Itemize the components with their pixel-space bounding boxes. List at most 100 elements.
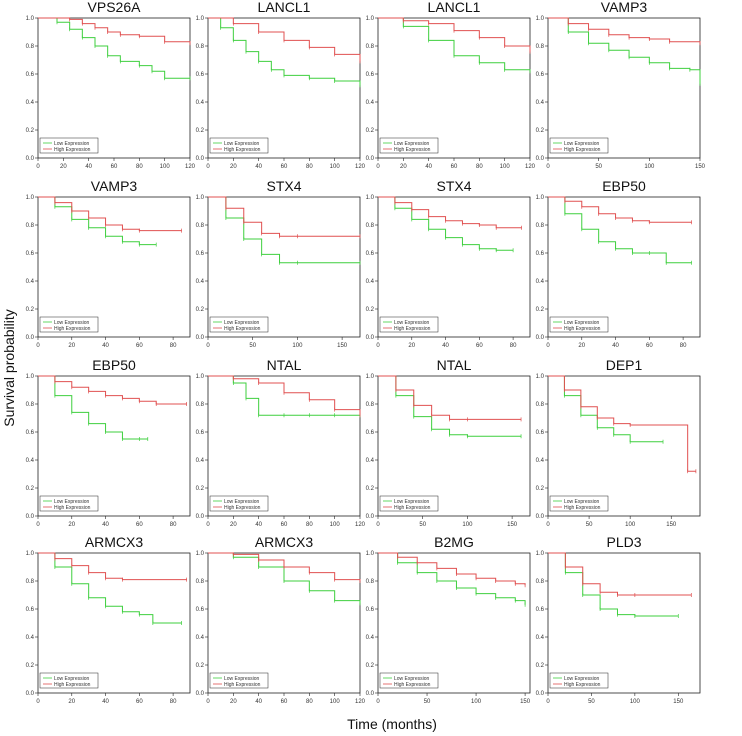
low-expression-curve [38, 552, 182, 624]
y-tick-label: 0.2 [536, 307, 545, 313]
x-tick-label: 50 [249, 343, 256, 349]
x-tick-label: 0 [546, 343, 550, 349]
y-tick-label: 0.6 [366, 72, 375, 78]
x-tick-label: 20 [230, 164, 237, 170]
panel-title: VPS26A [88, 0, 142, 15]
x-tick-label: 80 [306, 522, 313, 528]
y-tick-label: 0.2 [26, 128, 35, 134]
y-tick-label: 0.6 [366, 607, 375, 613]
y-tick-label: 1.0 [536, 374, 545, 380]
high-expression-curve [38, 375, 187, 405]
x-tick-label: 20 [68, 699, 75, 705]
legend-label: High Expression [394, 147, 431, 153]
plot-frame [547, 196, 701, 338]
x-axis-label: Time (months) [347, 716, 437, 732]
high-expression-curve [378, 196, 522, 229]
km-panel: EBP50 0.0 0.2 0.4 0.6 0.8 1.0 0 20 40 60 80 Low Expr… [26, 357, 191, 528]
legend-box [39, 495, 99, 512]
panel-title: VAMP3 [601, 0, 648, 15]
x-tick-label: 0 [376, 343, 380, 349]
high-expression-curve [38, 196, 182, 232]
legend-label: High Expression [224, 505, 261, 511]
x-tick-label: 40 [102, 343, 109, 349]
y-tick-label: 0.4 [536, 279, 545, 285]
y-tick-label: 0.4 [196, 635, 205, 641]
legend-box [379, 316, 439, 333]
legend-box [209, 672, 269, 689]
y-tick-label: 0.0 [196, 691, 205, 697]
high-expression-curve [208, 375, 361, 416]
y-tick-label: 0.8 [536, 44, 545, 50]
panel-title: PLD3 [606, 534, 641, 550]
y-tick-label: 0.4 [196, 100, 205, 106]
y-tick-label: 0.4 [196, 458, 205, 464]
x-tick-label: 150 [666, 522, 677, 528]
y-tick-label: 1.0 [26, 16, 35, 22]
y-tick-label: 0.2 [196, 307, 205, 313]
y-tick-label: 1.0 [196, 16, 205, 22]
y-tick-label: 0.4 [26, 279, 35, 285]
x-tick-label: 100 [644, 164, 655, 170]
y-tick-label: 0.4 [366, 100, 375, 106]
panel-title: VAMP3 [91, 178, 138, 194]
legend-label: Low Expression [54, 320, 90, 326]
y-tick-label: 0.4 [26, 458, 35, 464]
high-expression-curve [378, 375, 522, 420]
y-tick-label: 0.0 [26, 691, 35, 697]
y-tick-label: 0.0 [26, 156, 35, 162]
km-panel: STX4 0.0 0.2 0.4 0.6 0.8 1.0 0 20 40 60 80 Low Expre… [366, 178, 531, 349]
low-expression-curve [208, 17, 361, 86]
x-tick-label: 60 [646, 343, 653, 349]
panel-title: DEP1 [606, 357, 643, 373]
high-expression-curve [548, 375, 696, 472]
x-tick-label: 80 [510, 343, 517, 349]
panel-title: B2MG [434, 534, 474, 550]
y-tick-label: 0.2 [366, 663, 375, 669]
y-tick-label: 0.0 [536, 335, 545, 341]
x-tick-label: 0 [546, 699, 550, 705]
y-tick-label: 0.0 [536, 156, 545, 162]
y-tick-label: 0.4 [536, 458, 545, 464]
high-expression-curve [548, 552, 692, 596]
x-tick-label: 60 [111, 164, 118, 170]
y-tick-label: 0.4 [366, 635, 375, 641]
high-expression-curve [38, 552, 187, 581]
x-tick-label: 50 [586, 522, 593, 528]
legend-label: High Expression [54, 505, 91, 511]
y-tick-label: 1.0 [366, 195, 375, 201]
y-tick-label: 0.8 [196, 44, 205, 50]
y-tick-label: 0.6 [26, 607, 35, 613]
y-tick-label: 0.2 [366, 128, 375, 134]
high-expression-curve [378, 552, 526, 586]
x-tick-label: 80 [680, 343, 687, 349]
km-panel: VAMP3 0.0 0.2 0.4 0.6 0.8 1.0 0 50 100 150 Low Expr… [536, 0, 706, 170]
legend-label: High Expression [54, 682, 91, 688]
km-panel: VAMP3 0.0 0.2 0.4 0.6 0.8 1.0 0 20 40 60 80 Low Expr… [26, 178, 191, 349]
x-tick-label: 50 [424, 699, 431, 705]
x-tick-label: 0 [376, 699, 380, 705]
y-tick-label: 1.0 [536, 195, 545, 201]
legend-label: Low Expression [54, 499, 90, 505]
plot-frame [377, 552, 531, 694]
y-tick-label: 0.0 [366, 691, 375, 697]
x-tick-label: 20 [230, 522, 237, 528]
x-tick-label: 0 [376, 164, 380, 170]
high-expression-curve [208, 196, 360, 237]
y-tick-label: 0.6 [196, 607, 205, 613]
x-tick-label: 80 [170, 699, 177, 705]
x-tick-label: 80 [306, 164, 313, 170]
low-expression-curve [378, 552, 526, 605]
y-tick-label: 0.6 [196, 430, 205, 436]
plot-frame [207, 196, 361, 338]
y-tick-label: 0.4 [366, 458, 375, 464]
x-tick-label: 40 [255, 164, 262, 170]
y-tick-label: 0.0 [366, 335, 375, 341]
y-tick-label: 0.6 [26, 430, 35, 436]
km-panel: ARMCX3 0.0 0.2 0.4 0.6 0.8 1.0 0 20 40 60 80 100 120 L… [196, 534, 366, 705]
legend-label: High Expression [564, 505, 601, 511]
x-tick-label: 20 [60, 164, 67, 170]
y-tick-label: 0.6 [366, 251, 375, 257]
y-tick-label: 0.6 [196, 251, 205, 257]
y-tick-label: 0.2 [536, 486, 545, 492]
x-tick-label: 120 [355, 522, 366, 528]
